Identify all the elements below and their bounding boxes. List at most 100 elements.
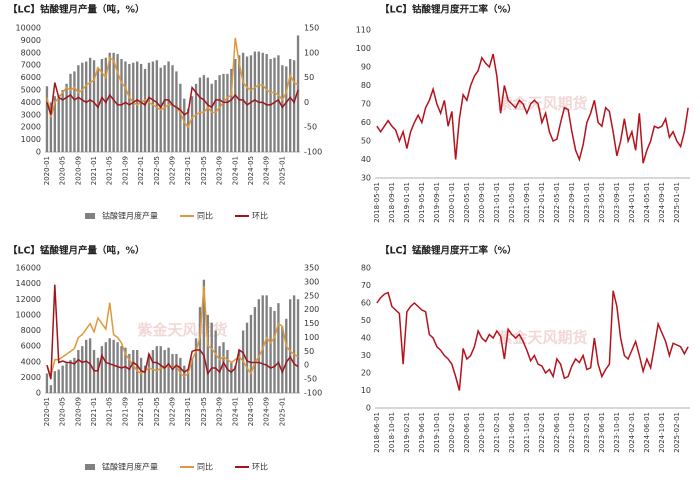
x-tick-label: 2021-01-01 <box>493 182 501 223</box>
bar <box>147 353 151 393</box>
y-tick-label: 3000 <box>21 110 41 119</box>
bar <box>128 63 131 152</box>
bar <box>139 63 143 152</box>
x-tick-label: 2021-09 <box>121 156 129 185</box>
bar <box>163 65 166 152</box>
x-tick-label: 2020-05 <box>59 397 67 426</box>
bar <box>167 347 170 393</box>
y2-tick-label: 50 <box>304 73 314 82</box>
bar <box>218 346 221 393</box>
bar <box>100 59 104 152</box>
legend-label: 环比 <box>252 462 268 472</box>
x-tick-label: 2022-05 <box>153 397 161 426</box>
bar <box>230 68 233 152</box>
watermark: 紫金天风期货 <box>137 321 227 339</box>
bar <box>206 77 209 152</box>
x-tick-label: 2025-01-01 <box>673 182 681 223</box>
panel: 【LC】钴酸锂月产量（吨，%）0100020003000400050006000… <box>8 4 322 221</box>
x-tick-label: 2022-09 <box>169 397 177 426</box>
bar <box>132 62 135 152</box>
bar <box>77 350 80 393</box>
bar <box>222 73 225 152</box>
bar <box>289 59 292 152</box>
x-tick-label: 2025-01 <box>278 397 286 426</box>
y-tick-label: 8000 <box>21 48 41 57</box>
bar <box>238 55 241 152</box>
x-tick-label: 2024-09 <box>263 156 271 185</box>
bar <box>218 75 221 152</box>
bar <box>222 342 225 393</box>
x-tick-label: 2019-05-01 <box>418 182 426 223</box>
bar <box>171 65 174 152</box>
bar <box>49 102 53 152</box>
legend-swatch <box>85 213 95 219</box>
bar <box>241 52 245 152</box>
bar <box>61 365 64 393</box>
x-tick-label: 2021-05-01 <box>508 182 516 223</box>
y-tick-label: 10000 <box>16 310 41 319</box>
y-tick-label: 4000 <box>21 357 41 366</box>
x-tick-label: 2025-02-01 <box>673 412 681 453</box>
panel: 【LC】钴酸锂月度开工率（%）紫金天风期货3040506070809010011… <box>356 4 690 223</box>
bar <box>65 83 68 152</box>
bar <box>120 346 123 393</box>
bar <box>183 98 186 152</box>
line <box>46 284 299 380</box>
bar <box>163 350 166 393</box>
bar <box>49 385 53 393</box>
chart-title: 【LC】锰酸锂月度开工率（%） <box>380 245 517 257</box>
x-tick-label: 2021-05 <box>106 156 114 185</box>
legend-label: 锰酸锂月度产量 <box>102 462 158 472</box>
y-tick-label: 9000 <box>21 36 41 45</box>
bar <box>187 108 190 152</box>
y2-tick-label: 150 <box>304 24 319 33</box>
x-tick-label: 2023-10-01 <box>613 412 621 453</box>
x-tick-label: 2023-01 <box>184 156 192 185</box>
y-tick-label: 0 <box>366 404 371 413</box>
bar <box>265 295 268 393</box>
x-tick-label: 2023-05-01 <box>598 182 606 223</box>
bar <box>253 307 257 393</box>
bar <box>45 373 49 393</box>
bar <box>265 54 268 152</box>
legend-label: 环比 <box>252 211 268 221</box>
bar <box>238 350 241 393</box>
x-tick-label: 2020-06-01 <box>463 412 471 453</box>
line <box>46 82 299 116</box>
bar <box>245 322 249 393</box>
bar <box>183 365 186 393</box>
bar <box>167 61 170 153</box>
bar <box>69 360 72 393</box>
y2-tick-label: -50 <box>304 123 317 132</box>
x-tick-label: 2024-05-01 <box>643 182 651 223</box>
panel: 【LC】锰酸锂月产量（吨，%）紫金天风期货0200040006000800010… <box>8 245 322 472</box>
legend-swatch <box>85 464 95 470</box>
bar <box>171 353 174 393</box>
x-tick-label: 2023-09 <box>216 397 224 426</box>
chart-title: 【LC】锰酸锂月产量（吨，%） <box>8 245 145 257</box>
x-tick-label: 2024-10-01 <box>658 412 666 453</box>
bar <box>234 59 237 152</box>
bar <box>96 67 100 152</box>
bar <box>175 71 178 152</box>
bar <box>292 60 296 152</box>
bar <box>88 338 92 393</box>
x-tick-label: 2022-05 <box>153 156 161 185</box>
chart-title: 【LC】钴酸锂月产量（吨，%） <box>8 4 145 16</box>
chart-title: 【LC】钴酸锂月度开工率（%） <box>380 4 517 16</box>
x-tick-label: 2024-09-01 <box>658 182 666 223</box>
bar <box>292 295 296 393</box>
x-tick-label: 2025-01 <box>278 156 286 185</box>
y-tick-label: 0 <box>36 389 41 398</box>
bar <box>155 346 158 393</box>
bar <box>57 94 60 152</box>
y-tick-label: 70 <box>361 281 371 290</box>
bar <box>187 369 190 393</box>
bar <box>53 371 56 393</box>
legend-label: 钴酸锂月度产量 <box>102 211 158 221</box>
x-tick-label: 2021-10-01 <box>523 412 531 453</box>
x-tick-label: 2018-10-01 <box>388 412 396 453</box>
y-tick-label: 70 <box>361 100 371 109</box>
x-tick-label: 2018-06-01 <box>373 412 381 453</box>
